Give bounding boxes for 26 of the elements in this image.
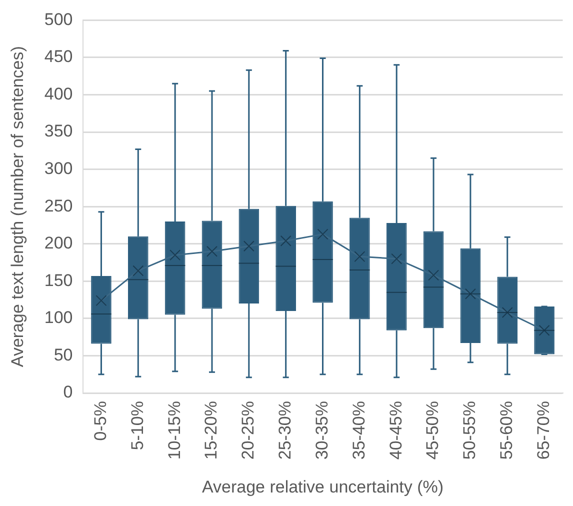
x-tick-label: 30-35%: [312, 401, 332, 460]
x-tick-label: 20-25%: [238, 401, 258, 460]
x-tick-label: 65-70%: [534, 401, 553, 460]
x-tick-label: 0-5%: [90, 401, 110, 441]
x-tick-label: 40-45%: [386, 401, 406, 460]
x-axis-title: Average relative uncertainty (%): [202, 477, 444, 496]
y-tick-label: 250: [44, 196, 73, 216]
x-tick-label: 10-15%: [164, 401, 184, 460]
y-tick-label: 200: [44, 234, 73, 253]
y-tick-label: 50: [54, 345, 73, 364]
y-axis-title: Average text length (number of sentences): [8, 46, 27, 368]
x-tick-label: 15-20%: [202, 401, 221, 460]
y-tick-label: 150: [44, 270, 73, 290]
y-tick-label: 0: [63, 382, 73, 402]
y-tick-label: 100: [44, 308, 73, 328]
y-tick-label: 300: [44, 159, 73, 178]
x-tick-label: 25-30%: [276, 401, 295, 460]
y-tick-label: 350: [44, 122, 73, 141]
x-tick-label: 45-50%: [423, 401, 442, 460]
x-tick-label: 55-60%: [497, 401, 516, 460]
x-tick-label: 35-40%: [349, 401, 368, 460]
x-tick-label: 5-10%: [128, 401, 147, 450]
x-tick-label: 50-55%: [460, 401, 480, 460]
y-tick-label: 450: [44, 47, 73, 66]
y-tick-label: 400: [44, 84, 73, 104]
y-tick-label: 500: [44, 10, 73, 29]
